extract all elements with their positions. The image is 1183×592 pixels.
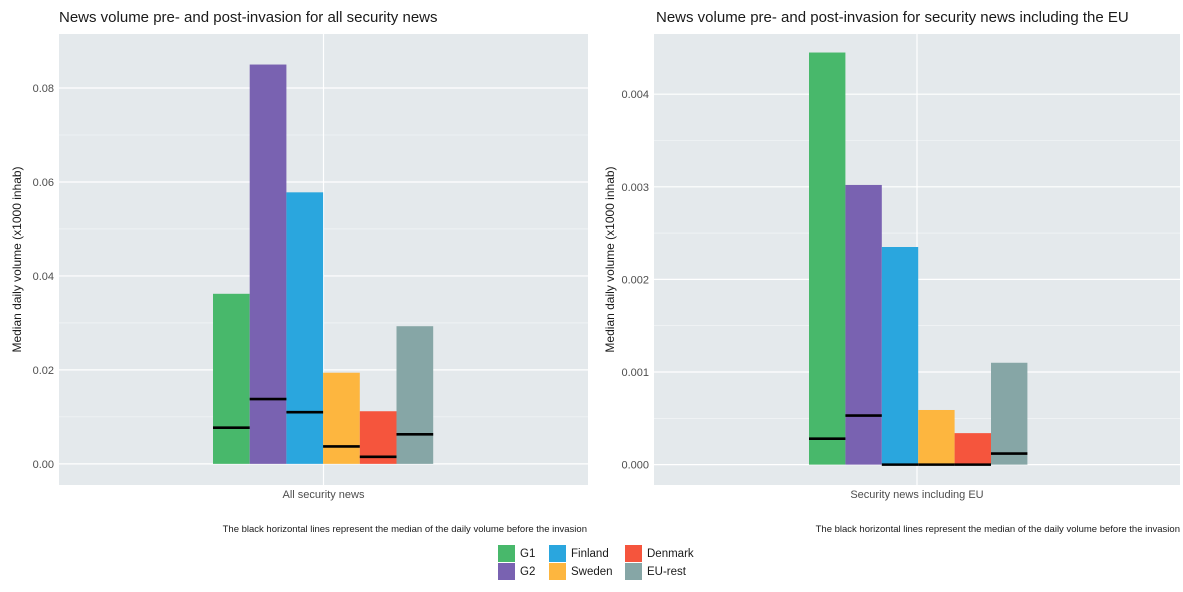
bar-denmark: [954, 433, 991, 465]
bar-g1: [809, 52, 846, 465]
y-tick-label: 0.06: [33, 177, 54, 189]
chart-panels: 0.00 0.02 0.04 0.06 0.08 All security news New…: [10, 9, 1180, 535]
legend-item-eu-rest: EU-rest: [625, 563, 687, 580]
bar-denmark: [359, 411, 397, 464]
bar-finland: [881, 246, 919, 465]
legend-swatch: [625, 545, 642, 562]
y-tick-label: 0.002: [621, 274, 649, 286]
x-tick-label: Security news including EU: [850, 489, 983, 501]
legend-item-denmark: Denmark: [625, 545, 694, 562]
bar-g2: [249, 64, 287, 464]
bar-g2: [845, 184, 882, 465]
legend-item-g2: G2: [498, 563, 535, 580]
y-tick-label: 0.003: [621, 182, 649, 194]
bar-finland: [286, 192, 324, 464]
legend-label: EU-rest: [647, 566, 687, 578]
y-tick-label: 0.00: [33, 459, 54, 471]
x-tick-label: All security news: [283, 489, 365, 501]
legend-swatch: [549, 545, 566, 562]
y-tick-label: 0.000: [621, 460, 649, 472]
y-tick-label: 0.04: [33, 271, 54, 283]
y-tick-label: 0.02: [33, 365, 54, 377]
footnote: The black horizontal lines represent the…: [223, 524, 587, 535]
bar-eu-rest: [396, 326, 434, 464]
legend-label: Sweden: [571, 566, 613, 578]
chart-title: News volume pre- and post-invasion for a…: [59, 9, 438, 26]
bar-eu-rest: [991, 362, 1028, 465]
legend-label: Finland: [571, 548, 609, 560]
legend-swatch: [498, 545, 515, 562]
legend-swatch: [625, 563, 642, 580]
legend-swatch: [498, 563, 515, 580]
bar-sweden: [323, 372, 360, 464]
legend-item-g1: G1: [498, 545, 535, 562]
y-axis-label: Median daily volume (x1000 inhab): [10, 166, 24, 352]
bar-sweden: [918, 409, 955, 465]
chart-title: News volume pre- and post-invasion for s…: [656, 9, 1129, 26]
legend-label: Denmark: [647, 548, 694, 560]
y-tick-label: 0.004: [621, 89, 649, 101]
legend-item-sweden: Sweden: [549, 563, 613, 580]
chart-panel-2: 0.000 0.001 0.002 0.003 0.004 Security news i…: [603, 9, 1180, 535]
y-axis-label: Median daily volume (x1000 inhab): [603, 166, 617, 352]
legend-item-finland: Finland: [549, 545, 609, 562]
legend-swatch: [549, 563, 566, 580]
bar-g1: [213, 293, 250, 464]
footnote: The black horizontal lines represent the…: [816, 524, 1180, 535]
chart-panel-1: 0.00 0.02 0.04 0.06 0.08 All security news New…: [10, 9, 588, 535]
legend-label: G1: [520, 548, 535, 560]
legend: G1 G2 Finland Sweden Denmark EU-rest: [498, 545, 694, 580]
y-tick-label: 0.001: [621, 367, 649, 379]
y-tick-label: 0.08: [33, 83, 54, 95]
legend-label: G2: [520, 566, 535, 578]
